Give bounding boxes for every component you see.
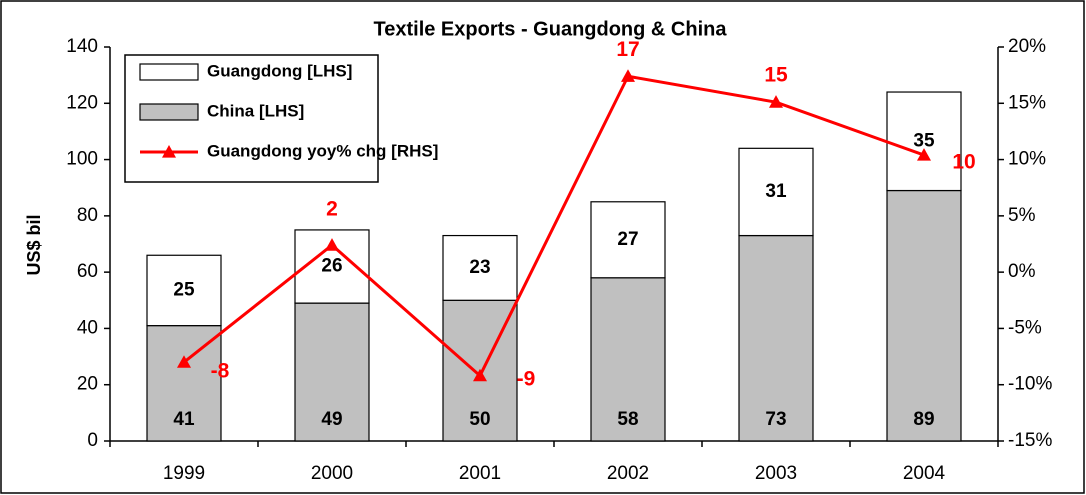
marker [473,368,487,382]
bar-label: 41 [173,409,195,430]
bar [590,201,666,279]
bar-label: 35 [913,130,935,151]
line-label: 15 [764,64,788,87]
x-tick-label: 2001 [459,463,501,484]
line-label: 17 [616,38,639,61]
y-tick-label: 120 [66,92,98,113]
marker [325,238,339,251]
marker [177,355,191,368]
x-tick-label: 2000 [311,463,353,484]
bar-label: 73 [765,409,786,430]
bar-label: 31 [765,181,787,202]
marker [621,69,635,82]
bar-label: 23 [469,257,490,278]
line-label: 2 [326,198,338,221]
y-tick-label: 40 [77,317,98,338]
x-tick-label: 2003 [755,463,797,484]
bar-label: 50 [469,409,490,430]
bar-label: 25 [173,279,195,300]
y-tick-label: 80 [77,205,98,226]
chart-title: Textile Exports - Guangdong & China [374,18,728,40]
bar [294,302,370,442]
legend-label: Guangdong [LHS] [207,61,352,80]
line-label: -9 [517,367,536,390]
marker [769,95,783,108]
bar [146,325,222,442]
legend-swatch [139,63,199,81]
y2-tick-label: 5% [1008,205,1036,226]
bar-label: 27 [617,229,638,250]
legend-marker [162,145,176,158]
bar [738,234,814,442]
bar [146,254,222,327]
y2-tick-label: -10% [1008,374,1052,395]
legend-label: Guangdong yoy% chg [RHS] [207,141,438,160]
bar-label: 58 [617,409,638,430]
bar-label: 49 [321,409,342,430]
y-tick-label: 60 [77,261,98,282]
bar [442,234,518,301]
y2-tick-label: 0% [1008,261,1036,282]
legend-swatch [139,103,199,121]
bar-label: 26 [321,256,342,277]
y2-tick-label: -5% [1008,317,1042,338]
line-label: 10 [952,151,975,174]
y-tick-label: 100 [66,149,98,170]
bar-label: 89 [913,409,934,430]
legend-label: China [LHS] [207,101,304,120]
y-tick-label: 0 [87,430,98,451]
x-tick-label: 2004 [903,463,946,484]
y2-tick-label: 20% [1008,36,1046,57]
x-tick-label: 2002 [607,463,649,484]
line [183,74,925,379]
y-tick-label: 20 [77,374,98,395]
y2-tick-label: 10% [1008,149,1046,170]
x-tick-label: 1999 [163,463,205,484]
y2-tick-label: 15% [1008,92,1046,113]
bar [738,147,814,237]
y-axis-label: US$ bil [24,214,44,275]
bar [886,189,962,442]
y-tick-label: 140 [66,36,98,57]
marker [917,148,931,161]
y2-tick-label: -15% [1008,430,1052,451]
line-label: -8 [211,360,230,383]
